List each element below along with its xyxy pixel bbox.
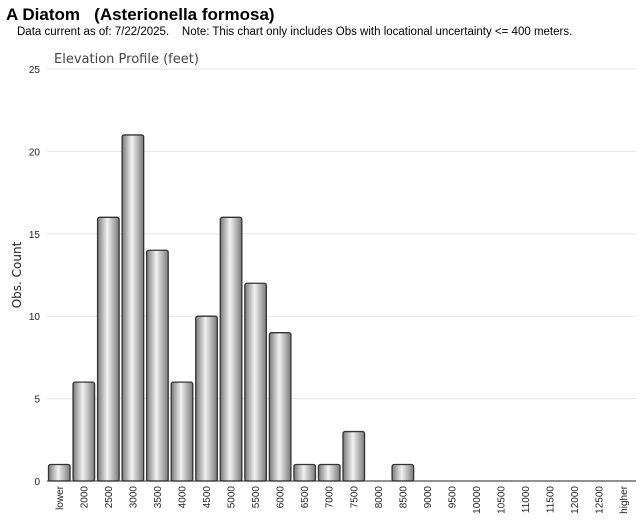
x-tick-label: 3000 [128,486,139,509]
bar-2500 [96,216,120,482]
bar-7000 [317,463,341,482]
x-tick-label: 3500 [153,486,164,509]
bar-6500 [293,463,317,482]
x-tick-label: 6500 [300,486,311,509]
data-note: Data current as of: 7/22/2025. Note: Thi… [17,26,573,38]
y-tick-label: 15 [29,230,41,241]
x-tick-label: 2500 [104,486,115,509]
x-tick-label: 9000 [423,486,434,509]
y-axis-label: Obs. Count [10,241,24,308]
x-tick-label: 12000 [570,486,581,514]
x-tick-label: 6000 [276,486,287,509]
x-tick-label: 7500 [349,486,360,509]
bar-7500 [342,430,366,482]
x-tick-label: 5000 [227,486,238,509]
axes: 0 5 10 15 20 25 lower 2000 2500 3000 3500 4000 4500 5… [29,65,636,514]
y-tick-label: 0 [34,477,40,488]
grid-lines [47,68,636,400]
y-tick-label: 10 [29,312,41,323]
bar-2000 [72,381,96,482]
x-tick-label: lower [55,485,66,510]
x-tick-label: 8000 [374,486,385,509]
bars [47,134,415,482]
y-tick-label: 5 [34,395,40,406]
bar-3000 [121,134,145,482]
bar-4000 [170,381,194,482]
x-tick-label: 4500 [202,486,213,509]
bar-8500 [391,463,415,482]
bar-4500 [195,315,218,482]
chart-title: Elevation Profile (feet) [54,52,199,67]
x-tick-label: 10500 [497,486,508,514]
x-tick-label: 9500 [447,486,458,509]
x-tick-label: 10000 [472,486,483,514]
x-tick-label: higher [619,485,630,513]
y-tick-label: 25 [29,65,41,76]
x-tick-label: 4000 [177,486,188,509]
bar-6000 [268,332,292,482]
chart-title-main: A Diatom (Asterionella formosa) [6,5,275,24]
bar-3500 [146,249,169,482]
bar-lower [47,463,71,482]
x-tick-label: 12500 [595,486,606,514]
x-tick-label: 8500 [398,486,409,509]
x-tick-label: 2000 [79,486,90,509]
x-tick-label: 7000 [325,486,336,509]
bar-5000 [219,216,243,482]
x-tick-label: 11500 [546,486,557,514]
x-tick-label: 11000 [521,486,532,514]
bar-5500 [244,282,268,482]
y-tick-label: 20 [29,147,41,158]
x-tick-label: 5500 [251,486,262,509]
